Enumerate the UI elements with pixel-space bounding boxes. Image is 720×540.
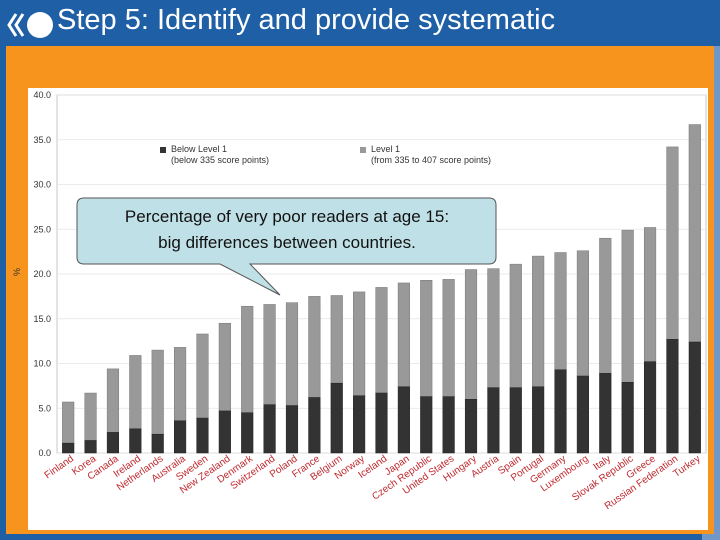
- bar-below-level1: [263, 404, 276, 454]
- bar-level1: [308, 296, 321, 398]
- y-tick-label: 20.0: [33, 269, 51, 279]
- bar-level1: [62, 401, 75, 444]
- bar-level1: [554, 252, 567, 371]
- bar-level1: [263, 304, 276, 405]
- bar-below-level1: [487, 387, 500, 454]
- bar-below-level1: [688, 341, 701, 454]
- bar-below-level1: [196, 417, 209, 454]
- y-tick-label: 15.0: [33, 314, 51, 324]
- bar-level1: [375, 287, 388, 394]
- bar-below-level1: [285, 405, 299, 454]
- bar-level1: [509, 263, 522, 388]
- bar-level1: [174, 347, 187, 422]
- bar-level1: [84, 392, 97, 441]
- bar-level1: [218, 322, 231, 412]
- bar-level1: [666, 146, 679, 340]
- bar-below-level1: [241, 412, 254, 454]
- logo-icon: [7, 12, 53, 38]
- bar-below-level1: [62, 442, 75, 454]
- bar-level1: [442, 279, 455, 397]
- bar-below-level1: [106, 432, 120, 454]
- bar-level1: [487, 268, 500, 388]
- legend: Below Level 1 (below 335 score points) L…: [160, 144, 491, 165]
- bar-below-level1: [599, 373, 612, 454]
- bar-below-level1: [420, 396, 433, 454]
- legend-label-below-level1: Below Level 1: [171, 144, 227, 154]
- bar-level1: [464, 269, 478, 400]
- title-bar: Step 5: Identify and provide systematic: [0, 0, 720, 46]
- bar-level1: [241, 305, 254, 413]
- bar-below-level1: [554, 369, 567, 454]
- bar-below-level1: [151, 433, 164, 454]
- legend-sub-below-level1: (below 335 score points): [171, 155, 269, 165]
- y-tick-label: 25.0: [33, 224, 51, 234]
- bar-level1: [420, 280, 433, 397]
- bar-below-level1: [330, 382, 343, 454]
- bar-below-level1: [666, 339, 679, 454]
- bar-level1: [397, 282, 410, 388]
- callout-bubble: [76, 197, 497, 296]
- page-title: Step 5: Identify and provide systematic: [57, 4, 556, 36]
- bar-level1: [196, 333, 209, 419]
- bar-below-level1: [375, 392, 388, 454]
- bar-below-level1: [621, 382, 634, 454]
- bar-level1: [532, 255, 545, 388]
- bar-below-level1: [532, 386, 545, 454]
- bar-level1: [576, 250, 589, 377]
- bar-level1: [643, 227, 657, 362]
- y-tick-label: 35.0: [33, 135, 51, 145]
- callout: Percentage of very poor readers at age 1…: [76, 197, 497, 296]
- bar-below-level1: [442, 396, 455, 454]
- bar-below-level1: [576, 375, 589, 454]
- bar-below-level1: [397, 386, 410, 454]
- bar-level1: [285, 302, 299, 406]
- bar-level1: [129, 355, 142, 430]
- bar-below-level1: [308, 397, 321, 454]
- callout-line-2: big differences between countries.: [158, 233, 416, 252]
- bar-level1: [353, 291, 366, 396]
- bar-below-level1: [84, 440, 97, 454]
- bar-below-level1: [509, 387, 522, 454]
- y-tick-label: 0.0: [38, 448, 51, 458]
- y-tick-label: 5.0: [38, 403, 51, 413]
- bar-level1: [106, 368, 120, 433]
- bar-below-level1: [353, 395, 366, 454]
- bar-below-level1: [464, 399, 478, 454]
- bar-below-level1: [643, 361, 657, 454]
- y-tick-label: 40.0: [33, 90, 51, 100]
- bar-below-level1: [129, 428, 142, 454]
- bar-level1: [151, 349, 164, 435]
- bar-level1: [330, 295, 343, 384]
- callout-line-1: Percentage of very poor readers at age 1…: [125, 207, 449, 226]
- legend-label-level1: Level 1: [371, 144, 400, 154]
- y-tick-label: 30.0: [33, 180, 51, 190]
- legend-swatch-level1: [360, 147, 366, 153]
- bar-level1: [621, 229, 634, 383]
- legend-swatch-below-level1: [160, 147, 166, 153]
- bar-below-level1: [218, 410, 231, 454]
- bar-level1: [688, 124, 701, 343]
- y-tick-label: 10.0: [33, 359, 51, 369]
- bar-level1: [599, 237, 612, 374]
- bar-below-level1: [174, 420, 187, 454]
- y-axis-label: %: [12, 268, 22, 276]
- legend-sub-level1: (from 335 to 407 score points): [371, 155, 491, 165]
